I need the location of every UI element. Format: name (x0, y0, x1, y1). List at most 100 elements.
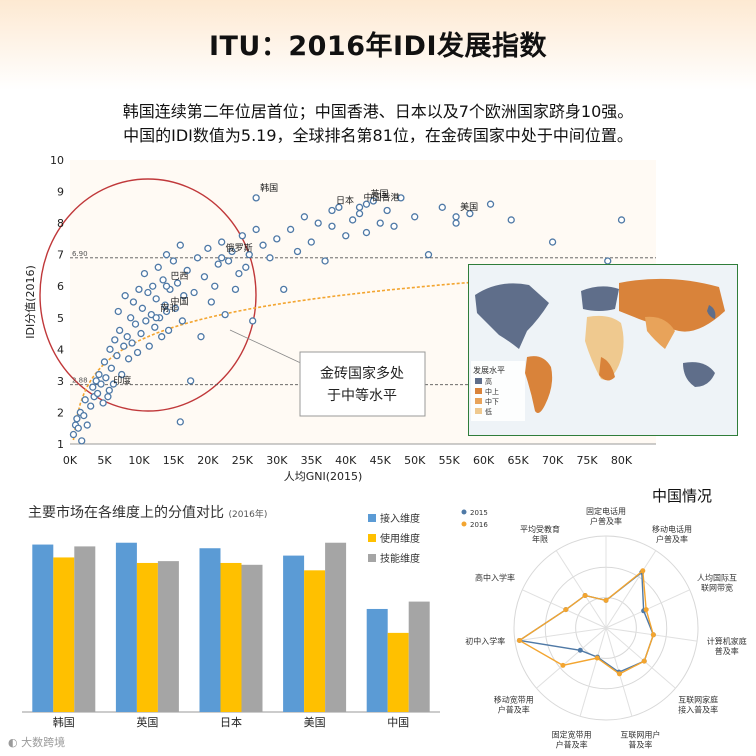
radar-legend-label: 2016 (470, 521, 488, 529)
bar (53, 557, 75, 712)
scatter-point (169, 257, 178, 265)
scatter-point (109, 380, 118, 388)
scatter-point (211, 282, 219, 290)
radar-point (640, 568, 646, 574)
bar (199, 548, 221, 712)
scatter-point (286, 225, 295, 234)
scatter-point (193, 254, 202, 262)
bar (366, 608, 388, 712)
legend-label: 使用维度 (380, 532, 420, 545)
scatter-point (97, 380, 105, 388)
scatter-point (95, 370, 103, 379)
scatter-point (120, 342, 128, 350)
point-label: 日本 (336, 194, 354, 206)
point-label: 中国 (171, 295, 189, 307)
y-tick-label: 7 (57, 249, 64, 262)
y-tick-label: 6 (57, 280, 64, 293)
scatter-point (390, 222, 398, 230)
scatter-point (78, 437, 86, 445)
bar (157, 561, 179, 712)
subtitle-line-1: 韩国连续第二年位居首位；中国香港、日本以及7个欧洲国家跻身10强。 (122, 102, 634, 121)
callout-text-line-2: 于中等水平 (327, 387, 397, 404)
scatter-point (328, 222, 336, 230)
bar (115, 542, 137, 712)
scatter-point (349, 216, 357, 224)
scatter-point (73, 415, 81, 423)
x-tick-label: 65K (508, 454, 530, 467)
watermark-logo-icon: ◐ (8, 736, 18, 749)
radar-spoke (536, 627, 607, 689)
scatter-point (100, 358, 109, 366)
scatter-point (190, 288, 198, 297)
scatter-point (124, 355, 133, 363)
scatter-point (362, 228, 371, 237)
point-label: 英国 (370, 188, 388, 200)
scatter-point (486, 200, 495, 208)
scatter-point (355, 209, 364, 218)
scatter-point (466, 209, 474, 218)
scatter-point (335, 203, 343, 211)
scatter-point (242, 263, 250, 271)
scatter-point (118, 370, 126, 379)
bar (136, 562, 158, 712)
bar-chart-title-text: 主要市场在各维度上的分值对比 (28, 505, 224, 521)
y-tick-label: 3 (57, 375, 64, 388)
scatter-point (617, 216, 626, 224)
scatter-point (102, 374, 110, 382)
point-label: 韩国 (260, 182, 278, 194)
radar-spoke (579, 627, 607, 717)
scatter-point (604, 257, 612, 265)
radar-axis-label: 初中入学率 (465, 636, 505, 646)
scatter-point (162, 251, 171, 259)
bar (304, 570, 326, 712)
scatter-point (376, 219, 384, 227)
scatter-point (80, 411, 88, 420)
bar-category-label: 日本 (220, 715, 242, 729)
point-label: 印度 (113, 374, 131, 386)
legend-swatch (368, 514, 376, 522)
scatter-point (164, 326, 173, 335)
scatter-point (129, 298, 138, 306)
scatter-point (180, 292, 188, 300)
radar-spoke (555, 550, 607, 629)
reference-line-label: 6.90 (72, 250, 88, 258)
scatter-point-labeled (362, 200, 371, 208)
radar-point (516, 637, 522, 643)
scatter-point (152, 295, 160, 303)
scatter-point (280, 285, 288, 294)
scatter-point (128, 339, 136, 347)
y-tick-label: 1 (57, 438, 64, 451)
scatter-point (154, 263, 162, 271)
map-legend-upper-mid: 中上 (485, 387, 499, 396)
radar-axis-label: 互联网家庭接入普及率 (678, 695, 718, 715)
scatter-point (249, 317, 257, 325)
radar-spoke (605, 550, 657, 629)
subtitle-line-2: 中国的IDI数值为5.19，全球排名第81位，在金砖国家中处于中间位置。 (123, 126, 633, 145)
scatter-point (137, 329, 145, 338)
scatter-point (99, 399, 107, 407)
scatter-point (69, 430, 78, 439)
x-tick-label: 60K (473, 454, 495, 467)
x-tick-label: 30K (266, 454, 288, 467)
scatter-point (224, 257, 233, 265)
scatter-point (145, 342, 153, 350)
radar-point (616, 671, 622, 677)
scatter-point (113, 351, 121, 360)
scatter-point (176, 241, 184, 249)
x-tick-label: 75K (576, 454, 598, 467)
bar-chart-title-note: (2016年) (228, 510, 268, 520)
y-tick-label: 4 (57, 343, 64, 356)
scatter-point (135, 285, 143, 294)
scatter-point (214, 260, 222, 268)
scatter-point (158, 333, 166, 341)
x-tick-label: 5K (97, 454, 112, 467)
scatter-point (114, 307, 122, 316)
scatter-point (397, 194, 405, 202)
bar (325, 542, 347, 712)
x-tick-label: 35K (301, 454, 323, 467)
y-tick-label: 5 (57, 312, 64, 325)
x-tick-label: 55K (439, 454, 461, 467)
scatter-point (235, 269, 243, 278)
page-title: ITU：2016年IDI发展指数 (208, 31, 548, 62)
